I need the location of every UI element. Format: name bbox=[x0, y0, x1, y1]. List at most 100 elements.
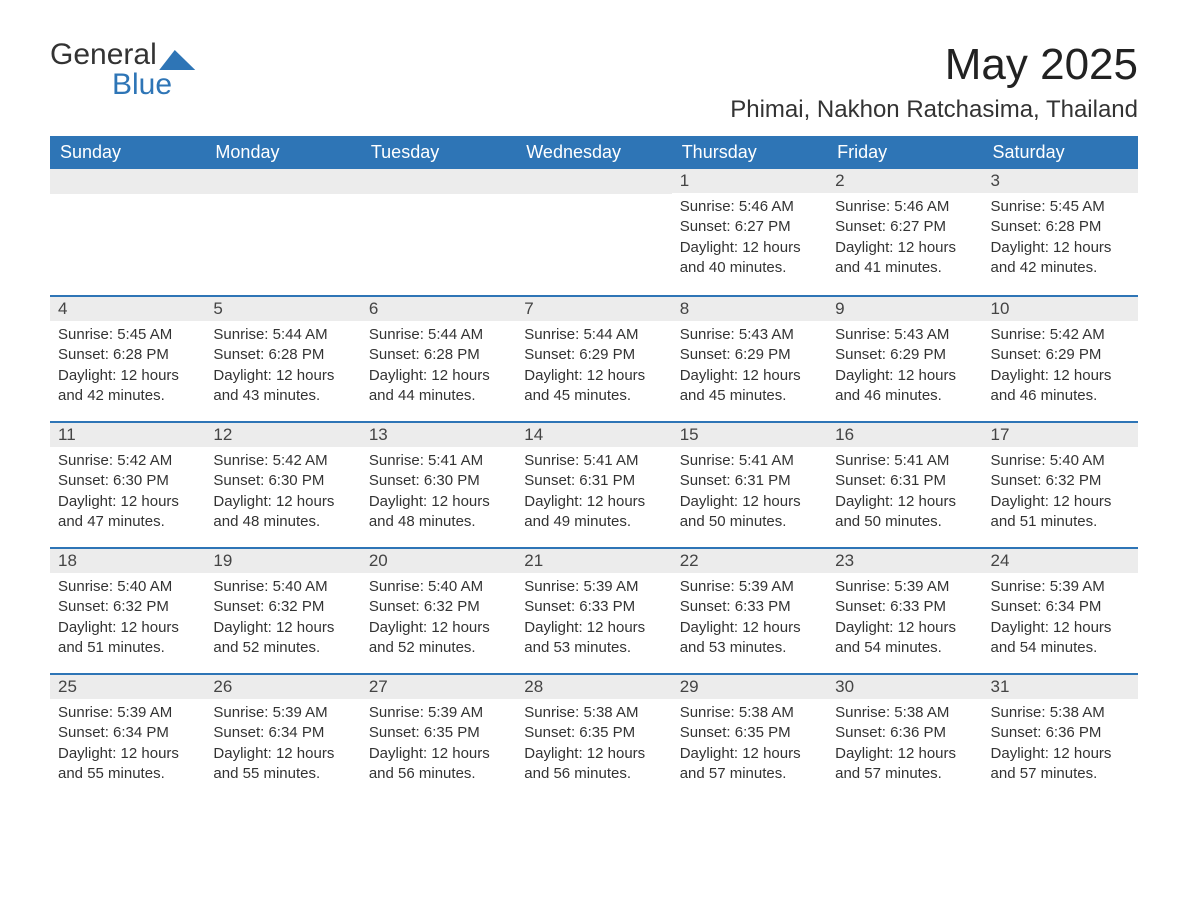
sunrise-text: Sunrise: 5:41 AM bbox=[369, 451, 508, 471]
sunrise-text: Sunrise: 5:44 AM bbox=[369, 325, 508, 345]
day-cell: 27Sunrise: 5:39 AMSunset: 6:35 PMDayligh… bbox=[361, 675, 516, 799]
week-row: 18Sunrise: 5:40 AMSunset: 6:32 PMDayligh… bbox=[50, 547, 1138, 673]
daylight-line2: and 46 minutes. bbox=[991, 386, 1130, 406]
daylight-line1: Daylight: 12 hours bbox=[991, 744, 1130, 764]
day-body: Sunrise: 5:39 AMSunset: 6:33 PMDaylight:… bbox=[516, 573, 671, 668]
day-cell: 17Sunrise: 5:40 AMSunset: 6:32 PMDayligh… bbox=[983, 423, 1138, 547]
sunrise-text: Sunrise: 5:42 AM bbox=[58, 451, 197, 471]
sunset-text: Sunset: 6:32 PM bbox=[58, 597, 197, 617]
day-number: 20 bbox=[361, 549, 516, 573]
sunset-text: Sunset: 6:27 PM bbox=[835, 217, 974, 237]
sunset-text: Sunset: 6:29 PM bbox=[991, 345, 1130, 365]
daylight-line1: Daylight: 12 hours bbox=[58, 492, 197, 512]
sunset-text: Sunset: 6:29 PM bbox=[835, 345, 974, 365]
title-block: May 2025 Phimai, Nakhon Ratchasima, Thai… bbox=[730, 40, 1138, 124]
sunset-text: Sunset: 6:29 PM bbox=[524, 345, 663, 365]
sunrise-text: Sunrise: 5:39 AM bbox=[835, 577, 974, 597]
day-number: 24 bbox=[983, 549, 1138, 573]
header: General Blue May 2025 Phimai, Nakhon Rat… bbox=[50, 40, 1138, 124]
day-body: Sunrise: 5:45 AMSunset: 6:28 PMDaylight:… bbox=[50, 321, 205, 416]
day-body: Sunrise: 5:40 AMSunset: 6:32 PMDaylight:… bbox=[50, 573, 205, 668]
day-cell: 9Sunrise: 5:43 AMSunset: 6:29 PMDaylight… bbox=[827, 297, 982, 421]
sunset-text: Sunset: 6:32 PM bbox=[991, 471, 1130, 491]
day-number: 28 bbox=[516, 675, 671, 699]
logo-word1: General bbox=[50, 40, 157, 70]
day-body: Sunrise: 5:38 AMSunset: 6:36 PMDaylight:… bbox=[827, 699, 982, 794]
day-body: Sunrise: 5:39 AMSunset: 6:34 PMDaylight:… bbox=[50, 699, 205, 794]
sunrise-text: Sunrise: 5:39 AM bbox=[991, 577, 1130, 597]
empty-day-header bbox=[516, 169, 671, 194]
day-number: 1 bbox=[672, 169, 827, 193]
day-number: 10 bbox=[983, 297, 1138, 321]
day-cell: 12Sunrise: 5:42 AMSunset: 6:30 PMDayligh… bbox=[205, 423, 360, 547]
daylight-line2: and 48 minutes. bbox=[213, 512, 352, 532]
sunrise-text: Sunrise: 5:40 AM bbox=[369, 577, 508, 597]
sunset-text: Sunset: 6:30 PM bbox=[58, 471, 197, 491]
daylight-line2: and 47 minutes. bbox=[58, 512, 197, 532]
daylight-line2: and 52 minutes. bbox=[369, 638, 508, 658]
daylight-line2: and 42 minutes. bbox=[58, 386, 197, 406]
daylight-line1: Daylight: 12 hours bbox=[835, 238, 974, 258]
day-number: 14 bbox=[516, 423, 671, 447]
day-body: Sunrise: 5:41 AMSunset: 6:31 PMDaylight:… bbox=[516, 447, 671, 542]
sunset-text: Sunset: 6:35 PM bbox=[680, 723, 819, 743]
day-cell bbox=[361, 169, 516, 295]
daylight-line1: Daylight: 12 hours bbox=[369, 492, 508, 512]
day-cell: 30Sunrise: 5:38 AMSunset: 6:36 PMDayligh… bbox=[827, 675, 982, 799]
day-body: Sunrise: 5:38 AMSunset: 6:36 PMDaylight:… bbox=[983, 699, 1138, 794]
sunset-text: Sunset: 6:34 PM bbox=[58, 723, 197, 743]
week-row: 11Sunrise: 5:42 AMSunset: 6:30 PMDayligh… bbox=[50, 421, 1138, 547]
day-cell bbox=[50, 169, 205, 295]
day-cell: 31Sunrise: 5:38 AMSunset: 6:36 PMDayligh… bbox=[983, 675, 1138, 799]
daylight-line2: and 46 minutes. bbox=[835, 386, 974, 406]
sunrise-text: Sunrise: 5:42 AM bbox=[991, 325, 1130, 345]
day-body: Sunrise: 5:46 AMSunset: 6:27 PMDaylight:… bbox=[672, 193, 827, 288]
daylight-line2: and 53 minutes. bbox=[680, 638, 819, 658]
dow-thursday: Thursday bbox=[672, 136, 827, 169]
sunset-text: Sunset: 6:29 PM bbox=[680, 345, 819, 365]
dow-wednesday: Wednesday bbox=[516, 136, 671, 169]
day-number: 12 bbox=[205, 423, 360, 447]
day-number: 17 bbox=[983, 423, 1138, 447]
daylight-line1: Daylight: 12 hours bbox=[991, 238, 1130, 258]
daylight-line1: Daylight: 12 hours bbox=[835, 744, 974, 764]
dow-saturday: Saturday bbox=[983, 136, 1138, 169]
daylight-line1: Daylight: 12 hours bbox=[680, 618, 819, 638]
day-number: 4 bbox=[50, 297, 205, 321]
day-cell: 18Sunrise: 5:40 AMSunset: 6:32 PMDayligh… bbox=[50, 549, 205, 673]
daylight-line2: and 51 minutes. bbox=[58, 638, 197, 658]
day-body: Sunrise: 5:39 AMSunset: 6:33 PMDaylight:… bbox=[827, 573, 982, 668]
logo-triangle-icon bbox=[159, 50, 199, 70]
day-number: 8 bbox=[672, 297, 827, 321]
day-body: Sunrise: 5:43 AMSunset: 6:29 PMDaylight:… bbox=[672, 321, 827, 416]
day-cell bbox=[516, 169, 671, 295]
day-body: Sunrise: 5:42 AMSunset: 6:29 PMDaylight:… bbox=[983, 321, 1138, 416]
day-number: 16 bbox=[827, 423, 982, 447]
daylight-line1: Daylight: 12 hours bbox=[835, 366, 974, 386]
sunrise-text: Sunrise: 5:39 AM bbox=[680, 577, 819, 597]
day-body: Sunrise: 5:39 AMSunset: 6:34 PMDaylight:… bbox=[205, 699, 360, 794]
sunrise-text: Sunrise: 5:38 AM bbox=[524, 703, 663, 723]
sunset-text: Sunset: 6:33 PM bbox=[680, 597, 819, 617]
empty-day-header bbox=[50, 169, 205, 194]
sunset-text: Sunset: 6:36 PM bbox=[835, 723, 974, 743]
daylight-line2: and 54 minutes. bbox=[991, 638, 1130, 658]
day-number: 31 bbox=[983, 675, 1138, 699]
day-body: Sunrise: 5:41 AMSunset: 6:31 PMDaylight:… bbox=[672, 447, 827, 542]
sunrise-text: Sunrise: 5:40 AM bbox=[213, 577, 352, 597]
sunset-text: Sunset: 6:36 PM bbox=[991, 723, 1130, 743]
day-cell: 23Sunrise: 5:39 AMSunset: 6:33 PMDayligh… bbox=[827, 549, 982, 673]
daylight-line1: Daylight: 12 hours bbox=[524, 618, 663, 638]
daylight-line2: and 50 minutes. bbox=[835, 512, 974, 532]
day-body: Sunrise: 5:39 AMSunset: 6:35 PMDaylight:… bbox=[361, 699, 516, 794]
daylight-line1: Daylight: 12 hours bbox=[524, 492, 663, 512]
day-of-week-header: Sunday Monday Tuesday Wednesday Thursday… bbox=[50, 136, 1138, 169]
day-number: 27 bbox=[361, 675, 516, 699]
day-body: Sunrise: 5:40 AMSunset: 6:32 PMDaylight:… bbox=[361, 573, 516, 668]
sunset-text: Sunset: 6:33 PM bbox=[524, 597, 663, 617]
sunrise-text: Sunrise: 5:39 AM bbox=[213, 703, 352, 723]
day-cell: 13Sunrise: 5:41 AMSunset: 6:30 PMDayligh… bbox=[361, 423, 516, 547]
day-cell: 11Sunrise: 5:42 AMSunset: 6:30 PMDayligh… bbox=[50, 423, 205, 547]
sunrise-text: Sunrise: 5:38 AM bbox=[680, 703, 819, 723]
day-number: 25 bbox=[50, 675, 205, 699]
